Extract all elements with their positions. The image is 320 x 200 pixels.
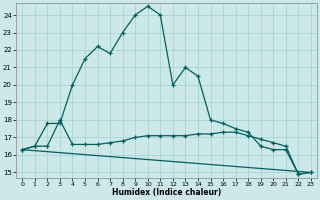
X-axis label: Humidex (Indice chaleur): Humidex (Indice chaleur) — [112, 188, 221, 197]
